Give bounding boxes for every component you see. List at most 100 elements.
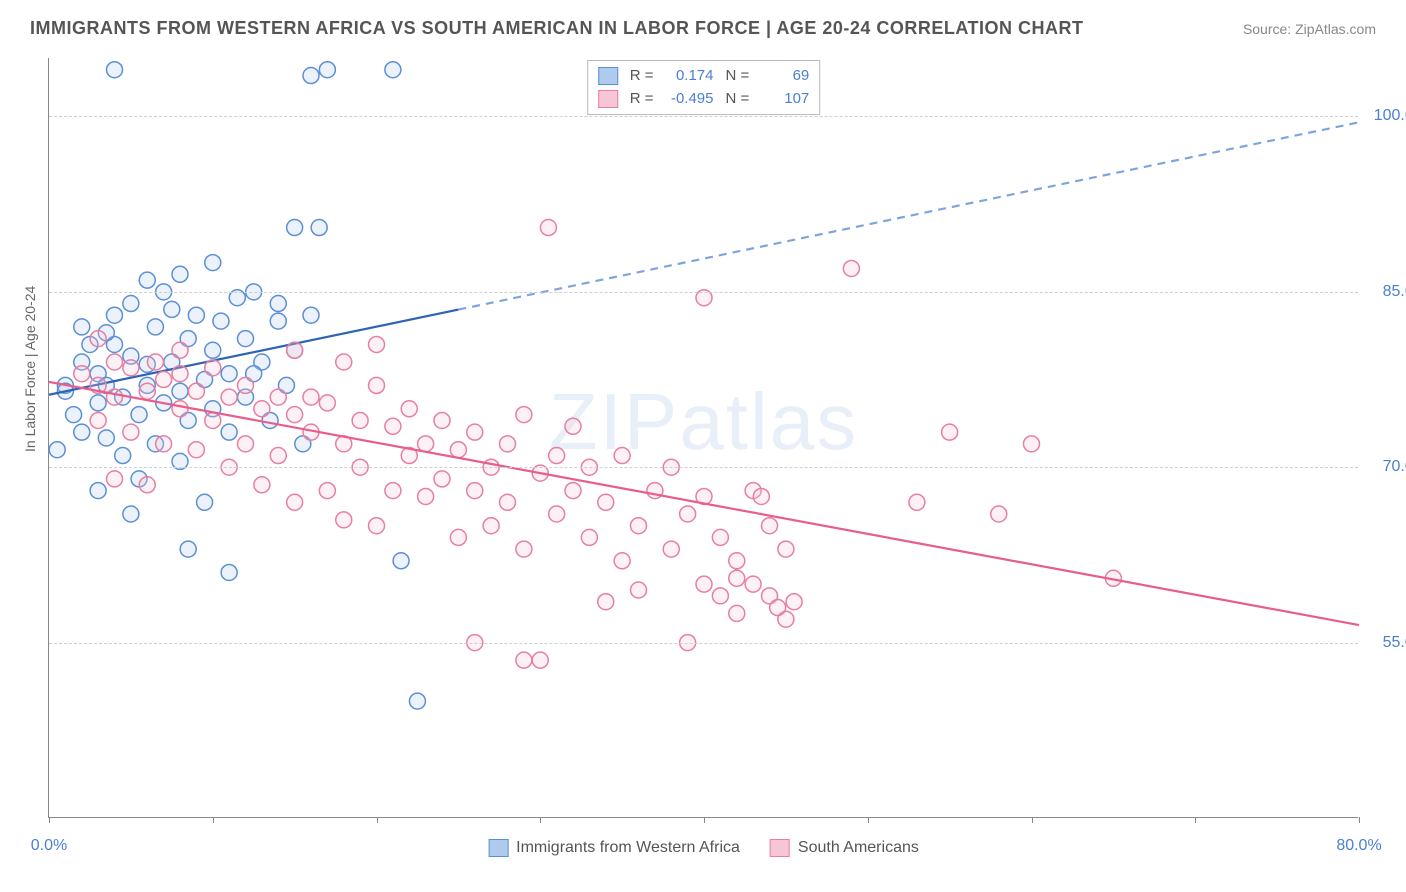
data-point [385,483,401,499]
data-point [336,512,352,528]
data-point [172,342,188,358]
legend-item-0: Immigrants from Western Africa [488,839,740,857]
data-point [180,541,196,557]
data-point [712,529,728,545]
data-point [131,407,147,423]
data-point [696,576,712,592]
data-point [287,494,303,510]
data-point [467,424,483,440]
data-point [598,594,614,610]
data-point [712,588,728,604]
legend-swatch-0 [488,839,508,857]
legend-item-1: South Americans [770,839,919,857]
data-point [393,553,409,569]
data-point [172,366,188,382]
correlation-legend: R = 0.174 N = 69 R = -0.495 N = 107 [587,60,821,115]
data-point [532,652,548,668]
data-point [336,354,352,370]
gridline-h [49,292,1358,293]
data-point [418,488,434,504]
data-point [516,407,532,423]
data-point [770,600,786,616]
data-point [238,436,254,452]
data-point [303,68,319,84]
data-point [598,494,614,510]
data-point [500,494,516,510]
data-point [123,296,139,312]
r-val-1: -0.495 [662,88,714,111]
data-point [115,448,131,464]
data-point [164,301,180,317]
data-point [123,506,139,522]
data-point [467,483,483,499]
data-point [418,436,434,452]
x-tick [213,817,214,823]
data-point [270,448,286,464]
data-point [90,483,106,499]
data-point [221,424,237,440]
x-tick [540,817,541,823]
data-point [540,220,556,236]
data-point [614,448,630,464]
data-point [369,336,385,352]
data-point [729,553,745,569]
data-point [549,448,565,464]
x-tick [704,817,705,823]
data-point [631,518,647,534]
data-point [287,342,303,358]
data-point [221,564,237,580]
data-point [753,488,769,504]
y-tick-label: 85.0% [1368,283,1406,301]
data-point [385,62,401,78]
data-point [66,407,82,423]
data-point [287,220,303,236]
data-point [729,570,745,586]
data-point [287,407,303,423]
data-point [90,331,106,347]
data-point [172,383,188,399]
swatch-1 [598,90,618,108]
data-point [409,693,425,709]
data-point [156,436,172,452]
data-point [942,424,958,440]
data-point [74,424,90,440]
x-tick [1195,817,1196,823]
legend-label-0: Immigrants from Western Africa [516,839,740,857]
data-point [450,442,466,458]
data-point [107,307,123,323]
gridline-h [49,467,1358,468]
data-point [663,541,679,557]
data-point [500,436,516,452]
r-label-0: R = [630,65,654,88]
source-label: Source: ZipAtlas.com [1243,21,1376,37]
series-legend: Immigrants from Western Africa South Ame… [488,839,919,857]
data-point [139,272,155,288]
data-point [434,471,450,487]
data-point [311,220,327,236]
data-point [205,412,221,428]
data-point [270,296,286,312]
data-point [581,529,597,545]
r-label-1: R = [630,88,654,111]
data-point [188,307,204,323]
n-label-0: N = [726,65,750,88]
title-bar: IMMIGRANTS FROM WESTERN AFRICA VS SOUTH … [30,18,1376,39]
data-point [516,541,532,557]
x-tick [1359,817,1360,823]
data-point [123,424,139,440]
data-point [549,506,565,522]
data-point [843,260,859,276]
data-point [123,360,139,376]
data-point [434,412,450,428]
data-point [450,529,466,545]
data-point [238,331,254,347]
data-point [197,494,213,510]
data-point [483,518,499,534]
data-point [762,518,778,534]
data-point [254,477,270,493]
data-point [205,255,221,271]
data-point [565,418,581,434]
data-point [565,483,581,499]
data-point [147,354,163,370]
data-point [352,412,368,428]
